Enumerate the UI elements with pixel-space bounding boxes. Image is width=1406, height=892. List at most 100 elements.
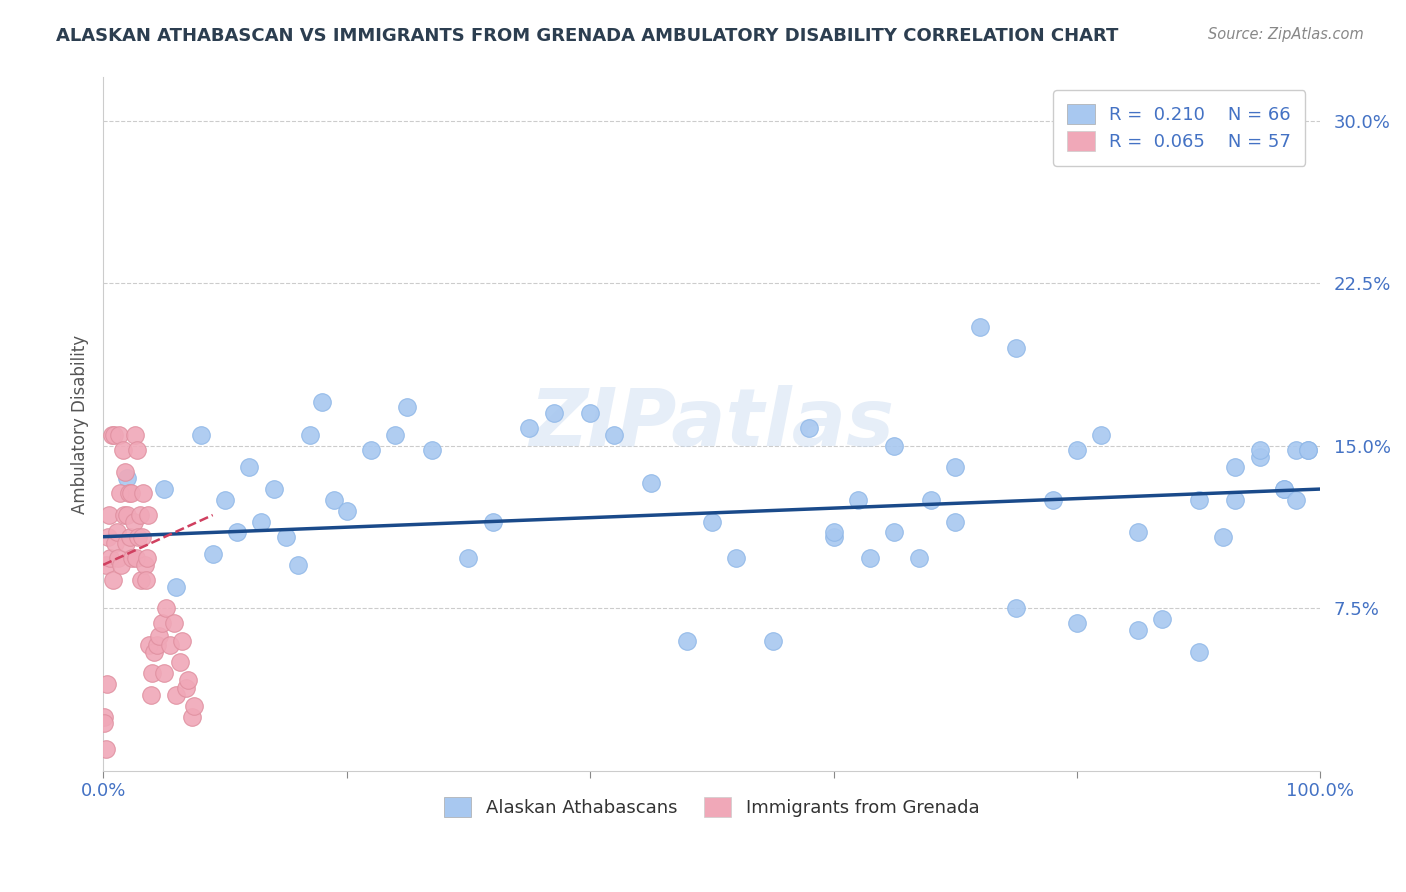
Point xyxy=(201,547,224,561)
Point xyxy=(143,644,166,658)
Point xyxy=(457,551,479,566)
Point xyxy=(100,551,122,566)
Point xyxy=(943,460,966,475)
Point xyxy=(139,688,162,702)
Point xyxy=(336,504,359,518)
Point xyxy=(100,428,122,442)
Point xyxy=(238,460,260,475)
Point xyxy=(360,443,382,458)
Point xyxy=(883,439,905,453)
Point xyxy=(676,633,699,648)
Point xyxy=(190,428,212,442)
Point xyxy=(823,525,845,540)
Point xyxy=(169,656,191,670)
Point xyxy=(94,558,117,572)
Text: Source: ZipAtlas.com: Source: ZipAtlas.com xyxy=(1208,27,1364,42)
Point xyxy=(103,428,125,442)
Point xyxy=(1225,492,1247,507)
Point xyxy=(700,515,723,529)
Point xyxy=(1126,525,1149,540)
Point xyxy=(148,629,170,643)
Point xyxy=(287,558,309,572)
Point xyxy=(969,319,991,334)
Point xyxy=(118,530,141,544)
Point xyxy=(1212,530,1234,544)
Point xyxy=(108,486,131,500)
Point xyxy=(420,443,443,458)
Point xyxy=(1272,482,1295,496)
Point xyxy=(263,482,285,496)
Point xyxy=(172,633,194,648)
Point xyxy=(101,573,124,587)
Point xyxy=(1249,443,1271,458)
Point xyxy=(384,428,406,442)
Point xyxy=(603,428,626,442)
Point xyxy=(125,551,148,566)
Point xyxy=(640,475,662,490)
Point xyxy=(96,677,118,691)
Point xyxy=(1285,492,1308,507)
Point xyxy=(136,551,159,566)
Point xyxy=(165,580,187,594)
Point xyxy=(543,406,565,420)
Point xyxy=(299,428,322,442)
Point xyxy=(128,508,150,522)
Point xyxy=(93,716,115,731)
Point xyxy=(115,536,138,550)
Point xyxy=(1296,443,1319,458)
Text: ZIPatlas: ZIPatlas xyxy=(529,385,894,463)
Point xyxy=(124,428,146,442)
Point xyxy=(98,508,121,522)
Point xyxy=(1005,601,1028,615)
Point xyxy=(1152,136,1174,150)
Point xyxy=(105,525,128,540)
Point xyxy=(153,482,176,496)
Point xyxy=(920,492,942,507)
Point xyxy=(110,558,132,572)
Point xyxy=(859,551,882,566)
Point xyxy=(131,530,153,544)
Point xyxy=(94,742,117,756)
Point xyxy=(214,492,236,507)
Point xyxy=(112,508,135,522)
Point xyxy=(93,709,115,723)
Point xyxy=(135,573,157,587)
Point xyxy=(108,428,131,442)
Point xyxy=(104,536,127,550)
Point xyxy=(127,530,149,544)
Point xyxy=(1188,492,1211,507)
Point xyxy=(114,465,136,479)
Point xyxy=(174,681,197,696)
Point xyxy=(1126,623,1149,637)
Point xyxy=(1225,460,1247,475)
Point xyxy=(1090,428,1112,442)
Point xyxy=(517,421,540,435)
Point xyxy=(129,573,152,587)
Point xyxy=(1296,443,1319,458)
Point xyxy=(323,492,346,507)
Point xyxy=(481,515,503,529)
Point xyxy=(846,492,869,507)
Point xyxy=(134,558,156,572)
Point xyxy=(799,421,821,435)
Point xyxy=(823,530,845,544)
Point xyxy=(153,666,176,681)
Point xyxy=(1066,616,1088,631)
Point xyxy=(943,515,966,529)
Point xyxy=(120,486,142,500)
Point xyxy=(1005,341,1028,355)
Point xyxy=(1285,443,1308,458)
Point xyxy=(883,525,905,540)
Point xyxy=(150,616,173,631)
Point xyxy=(762,633,785,648)
Point xyxy=(111,443,134,458)
Point xyxy=(177,673,200,687)
Point xyxy=(274,530,297,544)
Point xyxy=(579,406,602,420)
Point xyxy=(117,508,139,522)
Point xyxy=(159,638,181,652)
Point xyxy=(1188,644,1211,658)
Point xyxy=(163,616,186,631)
Point xyxy=(165,688,187,702)
Point xyxy=(155,601,177,615)
